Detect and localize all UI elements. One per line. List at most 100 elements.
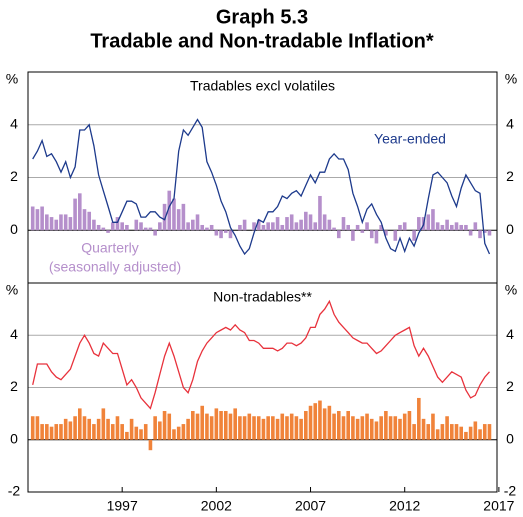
- bar: [266, 222, 270, 231]
- bar: [242, 416, 247, 440]
- bar: [289, 214, 294, 231]
- bar: [313, 222, 318, 231]
- bar: [449, 224, 454, 231]
- y-tick-label: 2: [10, 168, 18, 184]
- bar: [304, 211, 308, 231]
- y-tick-label: 4: [10, 115, 18, 131]
- bar: [238, 224, 242, 231]
- bar: [73, 198, 77, 231]
- bar: [336, 230, 341, 239]
- bar: [96, 418, 101, 440]
- bar: [327, 405, 332, 440]
- bar: [426, 424, 431, 440]
- bar: [87, 418, 92, 440]
- bar: [379, 224, 383, 231]
- bar: [73, 416, 77, 440]
- bar: [369, 230, 374, 239]
- bar: [139, 222, 143, 231]
- bar: [63, 418, 68, 440]
- bar: [454, 222, 459, 231]
- bar: [143, 227, 148, 231]
- bar: [285, 416, 289, 440]
- bar: [365, 222, 369, 231]
- bar: [341, 217, 346, 231]
- bar: [407, 411, 412, 440]
- bar: [40, 206, 44, 231]
- x-tick-label: 2007: [295, 498, 326, 514]
- bar: [238, 416, 242, 440]
- bar: [172, 429, 176, 440]
- bar: [280, 413, 285, 440]
- bar: [49, 217, 54, 231]
- bar: [158, 222, 162, 231]
- panel-frame: [27, 282, 498, 493]
- y-unit-right: %: [505, 282, 517, 298]
- bar: [454, 424, 459, 440]
- bar: [299, 418, 303, 440]
- bar: [285, 217, 289, 231]
- bar: [402, 413, 407, 440]
- bar: [92, 424, 96, 440]
- y-tick-label-right: 2: [506, 168, 514, 184]
- bar: [417, 397, 421, 440]
- bar: [256, 416, 261, 440]
- panel-title: Tradables excl volatiles: [190, 78, 335, 94]
- bar: [275, 418, 280, 440]
- bar: [153, 416, 157, 440]
- bar: [115, 217, 120, 231]
- bar: [393, 230, 398, 241]
- bar: [369, 418, 374, 440]
- bar: [172, 198, 176, 231]
- y-unit: %: [6, 71, 18, 87]
- bar: [289, 413, 294, 440]
- bar: [120, 222, 124, 231]
- bar: [388, 416, 393, 440]
- bar: [35, 416, 40, 440]
- bar: [125, 431, 129, 440]
- bar: [120, 424, 124, 440]
- bar: [191, 411, 195, 440]
- x-tick-label: 2002: [201, 498, 232, 514]
- bar: [435, 222, 440, 231]
- bar: [101, 408, 106, 440]
- bar: [431, 209, 435, 231]
- y-tick-label-right: -2: [504, 483, 517, 499]
- bar: [322, 214, 327, 231]
- bar: [421, 418, 426, 440]
- bar: [219, 411, 223, 440]
- bar: [68, 217, 73, 231]
- y-tick-label-right: 2: [506, 378, 514, 394]
- bar: [148, 439, 153, 451]
- y-unit-right: %: [505, 71, 517, 87]
- bar: [304, 411, 308, 440]
- bar: [435, 429, 440, 440]
- bar: [176, 426, 181, 440]
- bar: [242, 219, 247, 231]
- bar: [294, 416, 299, 440]
- bar: [77, 193, 82, 231]
- y-tick-label: 2: [10, 378, 18, 394]
- bar: [308, 214, 313, 231]
- y-tick-label-right: 4: [506, 326, 514, 342]
- bar: [374, 421, 379, 440]
- bar: [233, 408, 237, 440]
- bar: [247, 413, 252, 440]
- bar: [106, 230, 110, 233]
- bar: [482, 424, 487, 440]
- bar: [219, 230, 223, 239]
- bar: [186, 222, 190, 231]
- bar: [271, 222, 275, 231]
- bar: [445, 416, 449, 440]
- bar: [473, 222, 478, 231]
- bar: [54, 424, 59, 440]
- y-tick-label: 0: [10, 221, 18, 237]
- bar: [487, 424, 492, 440]
- bar: [468, 230, 473, 236]
- bar: [82, 416, 87, 440]
- y-tick-label: 4: [10, 326, 18, 342]
- bar: [308, 405, 313, 440]
- bar: [252, 416, 256, 440]
- bar: [256, 219, 261, 231]
- y-unit: %: [6, 282, 18, 298]
- bar: [360, 230, 365, 233]
